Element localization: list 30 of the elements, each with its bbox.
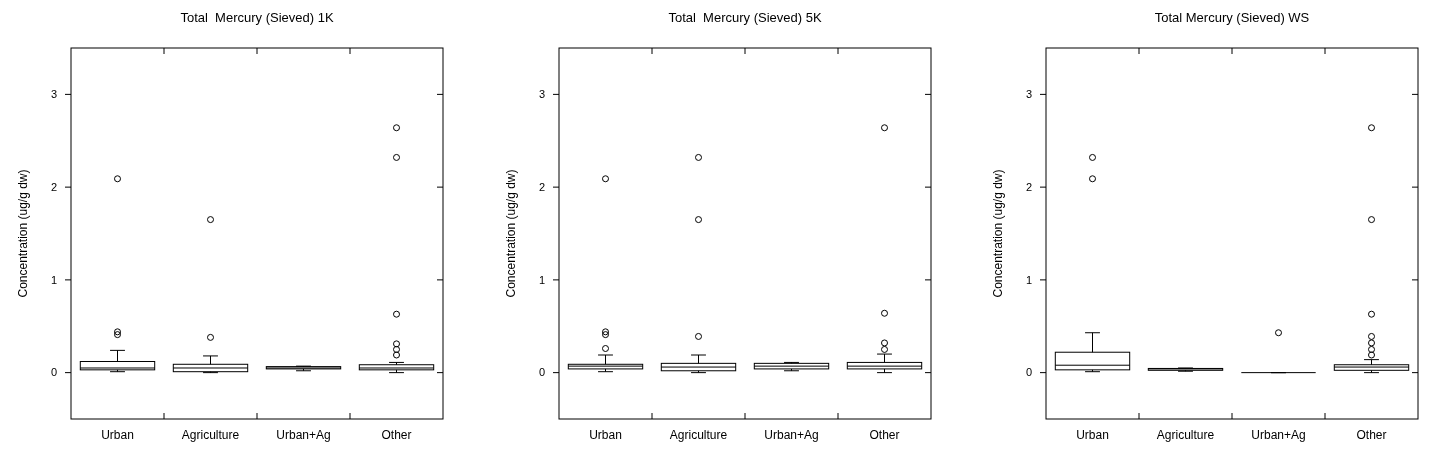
y-tick-label: 1 — [1025, 273, 1032, 286]
x-tick-label: Other — [869, 428, 900, 442]
x-tick-label: Urban — [101, 428, 134, 442]
x-tick-label: Urban — [589, 428, 622, 442]
y-tick-label: 2 — [1025, 180, 1032, 193]
y-tick-label: 2 — [538, 180, 545, 193]
y-axis-title: Concentration (ug/g dw) — [16, 169, 30, 298]
y-axis-title: Concentration (ug/g dw) — [504, 169, 518, 298]
y-tick-label: 0 — [50, 366, 57, 379]
y-tick-label: 1 — [50, 273, 57, 286]
x-tick-label: Other — [381, 428, 412, 442]
y-tick-label: 3 — [1025, 88, 1032, 101]
x-tick-label: Agriculture — [181, 428, 240, 442]
x-tick-label: Agriculture — [669, 428, 728, 442]
chart-title: Total Mercury (Sieved) 5K — [668, 10, 822, 25]
y-tick-label: 3 — [50, 88, 57, 101]
y-tick-label: 0 — [538, 366, 545, 379]
x-tick-label: Urban+Ag — [764, 428, 819, 442]
x-tick-label: Urban — [1076, 428, 1109, 442]
y-axis-title: Concentration (ug/g dw) — [991, 169, 1005, 298]
y-tick-label: 3 — [538, 88, 545, 101]
x-tick-label: Other — [1356, 428, 1387, 442]
x-tick-label: Agriculture — [1156, 428, 1215, 442]
y-tick-label: 1 — [538, 273, 545, 286]
chart-title: Total Mercury (Sieved) WS — [1154, 10, 1310, 25]
y-tick-label: 2 — [50, 180, 57, 193]
x-tick-label: Urban+Ag — [1251, 428, 1306, 442]
chart-title: Total Mercury (Sieved) 1K — [180, 10, 334, 25]
x-tick-label: Urban+Ag — [276, 428, 331, 442]
y-tick-label: 0 — [1025, 366, 1032, 379]
